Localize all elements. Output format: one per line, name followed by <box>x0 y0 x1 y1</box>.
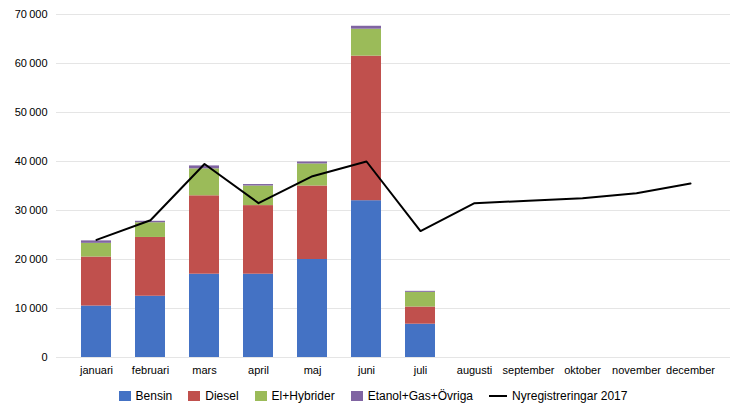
html-text:Bensin: Bensin <box>135 389 173 403</box>
html-text:Etanol+Gas+Övriga: Etanol+Gas+Övriga <box>367 389 473 403</box>
svg-text:oktober: oktober <box>564 364 601 376</box>
svg-text:maj: maj <box>304 364 322 376</box>
svg-text:70 000: 70 000 <box>15 8 48 20</box>
svg-text:50 000: 50 000 <box>15 106 48 118</box>
svg-text:0: 0 <box>41 351 47 363</box>
svg-text:40 000: 40 000 <box>15 155 48 167</box>
svg-text:april: april <box>248 364 269 376</box>
svg-text:juni: juni <box>357 364 375 376</box>
svg-text:juli: juli <box>413 364 427 376</box>
svg-text:november: november <box>612 364 661 376</box>
svg-text:februari: februari <box>132 364 169 376</box>
svg-text:60 000: 60 000 <box>15 57 48 69</box>
svg-text:mars: mars <box>192 364 217 376</box>
svg-text:september: september <box>503 364 555 376</box>
svg-text:30 000: 30 000 <box>15 204 48 216</box>
svg-text:december: december <box>666 364 715 376</box>
svg-text:10 000: 10 000 <box>15 302 48 314</box>
svg-text:20 000: 20 000 <box>15 253 48 265</box>
svg-text:augusti: augusti <box>457 364 492 376</box>
html-text:El+Hybrider: El+Hybrider <box>271 389 335 403</box>
html-text:Diesel: Diesel <box>205 389 239 403</box>
svg-text:januari: januari <box>79 364 113 376</box>
html-text:Nyregistreringar 2017: Nyregistreringar 2017 <box>512 389 628 403</box>
